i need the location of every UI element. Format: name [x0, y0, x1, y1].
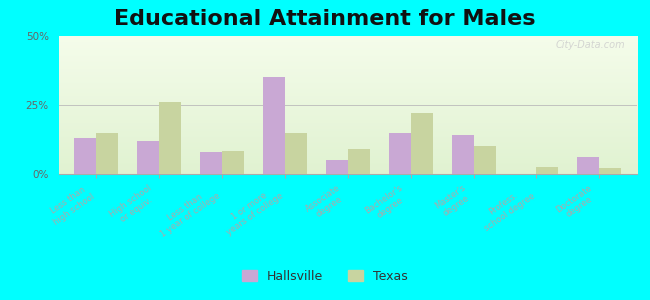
Bar: [74, 138, 96, 174]
Bar: [285, 133, 307, 174]
Bar: [577, 158, 599, 174]
Bar: [599, 169, 621, 174]
Text: City-Data.com: City-Data.com: [556, 40, 625, 50]
Bar: [348, 149, 370, 174]
Bar: [137, 141, 159, 174]
Bar: [411, 113, 433, 174]
Bar: [536, 167, 558, 174]
Bar: [222, 151, 244, 174]
Bar: [326, 160, 348, 174]
Bar: [389, 133, 411, 174]
Bar: [452, 135, 473, 174]
Bar: [96, 133, 118, 174]
Bar: [473, 146, 495, 174]
Bar: [200, 152, 222, 174]
Bar: [159, 102, 181, 174]
Text: Educational Attainment for Males: Educational Attainment for Males: [114, 9, 536, 29]
Bar: [263, 77, 285, 174]
Legend: Hallsville, Texas: Hallsville, Texas: [237, 265, 413, 288]
